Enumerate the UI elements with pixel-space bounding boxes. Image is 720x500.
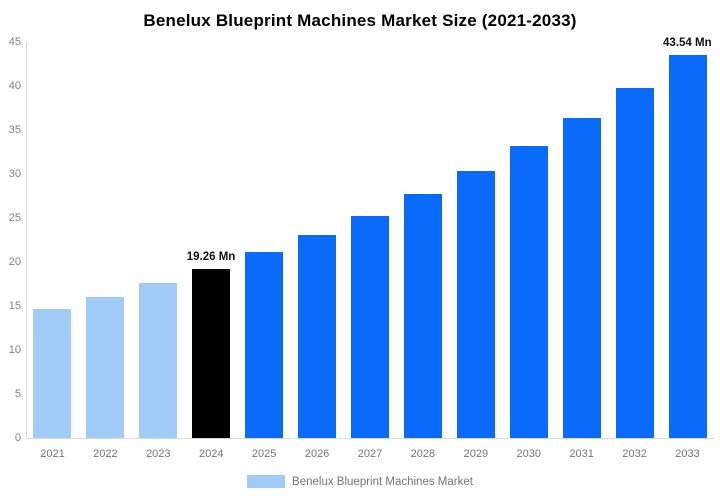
bar-2026 [298, 234, 337, 438]
bar-2027 [351, 215, 389, 438]
legend: Benelux Blueprint Machines Market [0, 475, 720, 488]
legend-swatch-icon [247, 475, 286, 488]
legend-item[interactable]: Benelux Blueprint Machines Market [247, 475, 473, 488]
x-tick-label-2033: 2033 [675, 448, 700, 460]
x-tick-label-2023: 2023 [146, 448, 171, 460]
bar-2031 [562, 118, 601, 438]
y-tick-label-25: 25 [8, 212, 21, 224]
y-tick-label-45: 45 [8, 36, 21, 48]
y-tick-label-35: 35 [8, 124, 21, 136]
value-label-2033: 43.54 Mn [663, 36, 712, 49]
y-tick-label-30: 30 [8, 168, 21, 180]
bar-2024 [192, 268, 231, 438]
x-tick-label-2029: 2029 [463, 448, 489, 460]
bar-2028 [403, 194, 442, 438]
x-tick-label-2026: 2026 [304, 448, 330, 460]
x-tick-label-2028: 2028 [410, 448, 436, 460]
value-label-2024: 19.26 Mn [186, 250, 236, 263]
bar-2025 [245, 252, 284, 438]
y-tick-label-0: 0 [14, 432, 21, 444]
x-tick-label-2031: 2031 [569, 448, 594, 460]
bar-2021 [33, 308, 72, 438]
x-tick-label-2032: 2032 [622, 448, 647, 460]
bar-2033 [668, 54, 707, 438]
y-tick-label-5: 5 [14, 388, 21, 400]
y-tick-label-15: 15 [8, 300, 21, 312]
y-tick-label-10: 10 [8, 344, 21, 356]
x-tick-label-2022: 2022 [93, 448, 118, 460]
bar-2030 [509, 145, 548, 438]
x-tick-label-2025: 2025 [251, 448, 277, 460]
x-tick-label-2030: 2030 [516, 448, 541, 460]
bar-2023 [139, 283, 178, 438]
bar-2032 [615, 87, 654, 438]
x-tick-label-2024: 2024 [198, 448, 224, 460]
x-tick-label-2021: 2021 [40, 448, 65, 460]
y-tick-label-20: 20 [8, 256, 21, 268]
chart-title: Benelux Blueprint Machines Market Size (… [143, 11, 577, 30]
x-axis-line [26, 438, 714, 439]
y-axis-line [26, 42, 27, 438]
bar-2022 [86, 296, 125, 438]
x-tick-label-2027: 2027 [357, 448, 383, 460]
y-tick-label-40: 40 [8, 80, 21, 92]
legend-label: Benelux Blueprint Machines Market [292, 475, 473, 488]
bar-2029 [456, 171, 495, 438]
